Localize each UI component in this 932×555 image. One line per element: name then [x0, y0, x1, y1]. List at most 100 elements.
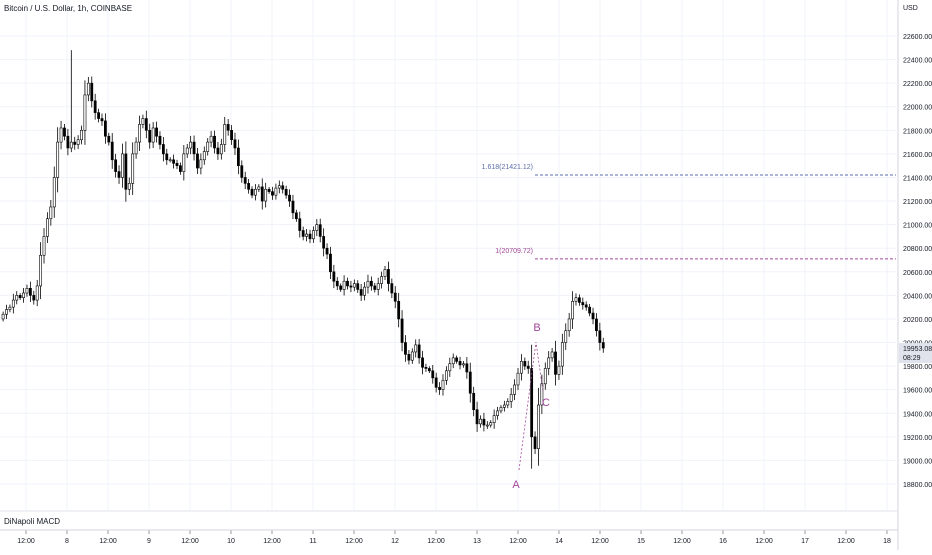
- fib-extension-levels[interactable]: 1.618(21421.12) 1(20709.72): [482, 164, 896, 260]
- time-tick-label: 12:00: [17, 538, 35, 545]
- candle-body: [523, 361, 527, 367]
- candle-body: [540, 383, 544, 406]
- candle-body: [25, 287, 29, 294]
- candle-body: [369, 280, 373, 287]
- candle-body: [179, 165, 182, 172]
- candle-body: [110, 141, 114, 161]
- candle-body: [83, 94, 87, 131]
- wave-annotation[interactable]: A B C: [512, 322, 550, 491]
- candle-body: [513, 384, 517, 395]
- candle-body: [97, 112, 100, 119]
- candle-body: [577, 297, 581, 303]
- price-tick-label: 20400.00: [903, 293, 932, 300]
- candle-body: [264, 188, 268, 202]
- candle-body: [441, 379, 445, 390]
- candle-body: [294, 212, 298, 220]
- candle-body: [185, 147, 189, 155]
- candle-body: [233, 139, 237, 149]
- candlestick-series: [1, 50, 605, 469]
- candle-body: [591, 312, 595, 320]
- candle-body: [202, 151, 206, 161]
- time-tick-label: 8: [65, 538, 69, 545]
- time-tick-label: 12:00: [427, 538, 445, 545]
- wave-label-b[interactable]: B: [533, 322, 540, 334]
- candle-body: [335, 280, 339, 287]
- price-tick-label: 22200.00: [903, 81, 932, 88]
- candle-body: [281, 185, 285, 190]
- price-tick-label: 19400.00: [903, 411, 932, 418]
- candle-body: [305, 233, 308, 237]
- wave-label-c[interactable]: C: [542, 397, 550, 409]
- candle-body: [496, 410, 499, 416]
- candle-body: [363, 286, 366, 296]
- candle-body: [598, 330, 602, 343]
- candle-body: [28, 287, 32, 296]
- time-tick-label: 12:00: [181, 538, 199, 545]
- candle-body: [168, 159, 172, 162]
- time-tick-label: 12:00: [99, 538, 117, 545]
- candle-body: [141, 118, 145, 125]
- wave-path[interactable]: [518, 341, 544, 471]
- price-tick-label: 22000.00: [903, 105, 932, 112]
- candle-body: [257, 186, 261, 190]
- candle-body: [475, 409, 479, 425]
- candle-body: [318, 224, 322, 237]
- current-price-label: 19953.08: [903, 346, 932, 353]
- candle-body: [107, 135, 111, 143]
- candle-body: [571, 300, 574, 320]
- candle-body: [151, 127, 155, 143]
- price-tick-label: 22400.00: [903, 58, 932, 65]
- bar-countdown-label: 08:29: [903, 355, 921, 362]
- candle-body: [104, 120, 107, 137]
- candle-body: [581, 302, 585, 306]
- candle-body: [127, 183, 131, 190]
- candle-body: [550, 351, 554, 359]
- candle-body: [18, 295, 22, 299]
- price-tick-label: 21000.00: [903, 223, 932, 230]
- candle-body: [35, 285, 39, 301]
- candle-body: [254, 188, 257, 196]
- candle-body: [260, 186, 264, 202]
- candle-body: [356, 283, 360, 290]
- candle-body: [63, 127, 66, 137]
- candle-body: [359, 289, 363, 296]
- candle-body: [595, 318, 598, 332]
- candle-body: [322, 236, 326, 249]
- candle-body: [199, 159, 203, 169]
- candle-body: [312, 230, 315, 240]
- candle-body: [424, 366, 428, 369]
- candle-body: [250, 188, 254, 196]
- wave-label-a[interactable]: A: [512, 479, 520, 491]
- candle-body: [499, 407, 503, 412]
- candle-body: [346, 280, 349, 287]
- candle-body: [455, 357, 459, 362]
- candle-body: [373, 285, 377, 290]
- candle-body: [100, 118, 104, 122]
- candle-body: [5, 309, 8, 315]
- candle-body: [267, 188, 271, 192]
- candle-body: [219, 144, 223, 155]
- indicator-label[interactable]: DiNapoli MACD: [4, 517, 61, 526]
- time-tick-label: 12:00: [263, 538, 281, 545]
- candle-body: [90, 82, 94, 102]
- candle-body: [465, 363, 469, 373]
- candle-body: [189, 141, 193, 149]
- candle-body: [216, 147, 220, 155]
- candle-body: [387, 269, 390, 284]
- candle-body: [134, 141, 138, 155]
- candle-body: [8, 306, 12, 310]
- candle-body: [240, 165, 244, 178]
- candle-body: [393, 292, 397, 302]
- candle-body: [414, 344, 418, 353]
- candle-body: [547, 357, 551, 369]
- candle-body: [506, 401, 510, 406]
- candle-body: [121, 153, 124, 178]
- candle-body: [271, 191, 274, 196]
- candle-body: [39, 254, 43, 287]
- candle-body: [564, 330, 568, 343]
- grid-lines: [0, 0, 896, 510]
- candle-body: [59, 127, 63, 143]
- chart-title: Bitcoin / U.S. Dollar, 1h, COINBASE: [4, 4, 133, 13]
